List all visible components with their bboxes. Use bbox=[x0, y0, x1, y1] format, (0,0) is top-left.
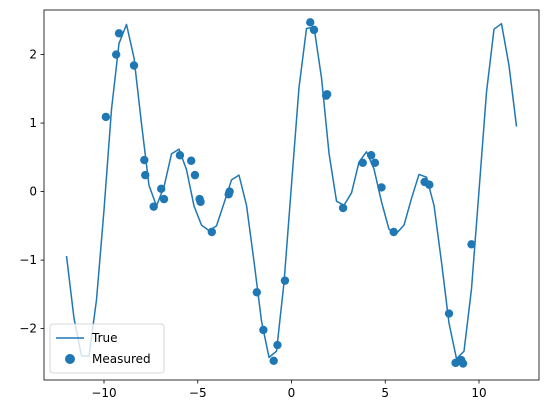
measured-point bbox=[377, 183, 386, 192]
measured-point bbox=[338, 203, 348, 213]
legend: True Measured bbox=[49, 323, 165, 374]
measured-point bbox=[190, 170, 200, 180]
measured-point bbox=[366, 151, 376, 160]
y-tick-label: 0 bbox=[29, 185, 37, 199]
measured-point bbox=[149, 202, 158, 211]
measured-point bbox=[129, 61, 139, 70]
measured-point bbox=[370, 158, 380, 167]
measured-point bbox=[273, 340, 282, 350]
measured-point bbox=[306, 18, 315, 27]
y-axis-ticks: −2 −1 0 1 2 bbox=[19, 48, 44, 336]
measured-point bbox=[196, 197, 205, 207]
y-tick-label: 1 bbox=[29, 116, 37, 130]
legend-label-measured: Measured bbox=[92, 352, 151, 366]
y-tick-label: −2 bbox=[19, 322, 37, 336]
measured-point bbox=[269, 356, 278, 366]
y-tick-label: −1 bbox=[19, 253, 37, 267]
y-tick-label: 2 bbox=[29, 48, 37, 62]
x-tick-label: −10 bbox=[91, 386, 116, 400]
measured-point bbox=[322, 90, 332, 99]
measured-point bbox=[444, 309, 454, 318]
legend-marker-swatch bbox=[65, 354, 75, 364]
measured-point bbox=[252, 288, 262, 297]
measured-point bbox=[114, 29, 124, 38]
measured-point bbox=[458, 359, 468, 368]
legend-box bbox=[49, 323, 165, 374]
measured-point bbox=[259, 325, 268, 335]
measured-point bbox=[156, 184, 166, 194]
measured-point bbox=[141, 170, 150, 180]
plot-background bbox=[44, 10, 539, 380]
measured-point bbox=[111, 50, 121, 59]
x-tick-label: 5 bbox=[381, 386, 389, 400]
x-tick-label: 0 bbox=[288, 386, 296, 400]
measured-point bbox=[186, 156, 196, 165]
measured-point bbox=[389, 227, 398, 237]
x-tick-label: −5 bbox=[189, 386, 207, 400]
measured-point bbox=[425, 180, 434, 189]
measured-point bbox=[101, 112, 111, 122]
series-layer bbox=[65, 18, 518, 368]
measured-point bbox=[225, 187, 234, 196]
legend-label-true: True bbox=[91, 331, 118, 345]
measured-point bbox=[467, 240, 476, 249]
measured-point bbox=[140, 155, 149, 165]
measured-point bbox=[309, 25, 319, 35]
measured-point bbox=[159, 194, 169, 204]
series-line-true bbox=[65, 22, 518, 360]
x-tick-label: 10 bbox=[471, 386, 486, 400]
measured-point bbox=[207, 227, 217, 237]
measured-point bbox=[358, 158, 367, 167]
x-axis-ticks: −10 −5 0 5 10 bbox=[91, 380, 487, 400]
measured-point bbox=[280, 276, 290, 285]
measured-point bbox=[175, 151, 185, 160]
